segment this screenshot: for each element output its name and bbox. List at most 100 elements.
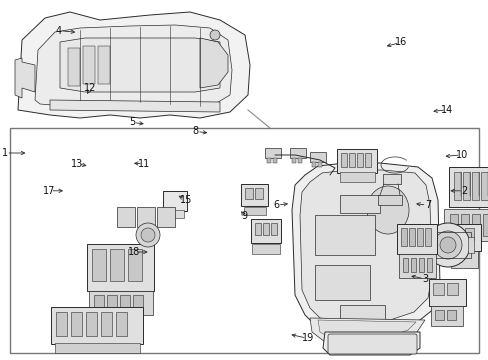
Bar — [291, 158, 295, 163]
Text: 3: 3 — [422, 274, 427, 284]
Bar — [120, 295, 130, 310]
Bar — [400, 228, 406, 246]
Bar — [339, 195, 379, 213]
Bar — [410, 258, 415, 272]
Bar — [480, 172, 487, 200]
FancyBboxPatch shape — [241, 184, 267, 206]
Bar — [339, 172, 374, 182]
Bar — [424, 228, 430, 246]
Polygon shape — [200, 38, 227, 88]
Bar — [297, 158, 302, 163]
Text: 5: 5 — [129, 117, 135, 127]
Circle shape — [136, 223, 160, 247]
Text: 14: 14 — [440, 105, 453, 115]
Bar — [446, 310, 455, 320]
Bar — [408, 228, 414, 246]
Polygon shape — [291, 163, 439, 330]
FancyBboxPatch shape — [327, 334, 416, 354]
Bar — [309, 152, 325, 162]
Bar — [244, 188, 252, 199]
FancyBboxPatch shape — [117, 207, 135, 227]
Text: 19: 19 — [301, 333, 314, 343]
FancyBboxPatch shape — [443, 209, 488, 241]
Bar — [314, 265, 369, 300]
Text: 10: 10 — [455, 150, 468, 160]
Bar — [116, 312, 127, 336]
FancyBboxPatch shape — [89, 291, 153, 315]
Bar — [471, 172, 478, 200]
Circle shape — [439, 237, 455, 253]
Bar — [270, 223, 276, 235]
Text: 2: 2 — [461, 186, 467, 196]
Text: 6: 6 — [273, 200, 279, 210]
Bar — [133, 295, 142, 310]
Bar — [251, 244, 280, 254]
Text: 12: 12 — [84, 83, 97, 93]
Text: 17: 17 — [42, 186, 55, 196]
FancyBboxPatch shape — [157, 207, 175, 227]
Bar — [55, 343, 140, 353]
Bar — [416, 228, 422, 246]
Text: 15: 15 — [179, 195, 192, 205]
Polygon shape — [60, 38, 220, 92]
Bar — [382, 174, 400, 184]
Bar — [453, 172, 460, 200]
FancyBboxPatch shape — [87, 244, 154, 291]
Bar — [266, 158, 270, 163]
Bar — [92, 249, 106, 281]
Bar — [348, 153, 354, 167]
Bar — [434, 310, 443, 320]
Bar — [432, 283, 443, 295]
Polygon shape — [299, 170, 431, 322]
Bar — [311, 162, 315, 167]
Bar — [314, 215, 374, 255]
Bar — [471, 214, 479, 236]
Bar — [464, 228, 473, 240]
Bar — [71, 312, 82, 336]
Text: 9: 9 — [241, 211, 247, 221]
Text: 1: 1 — [2, 148, 8, 158]
Polygon shape — [15, 58, 35, 98]
FancyBboxPatch shape — [336, 149, 376, 173]
FancyBboxPatch shape — [450, 251, 477, 268]
Bar — [402, 258, 407, 272]
Bar — [377, 195, 401, 205]
FancyBboxPatch shape — [430, 306, 462, 326]
Text: 7: 7 — [424, 200, 430, 210]
FancyBboxPatch shape — [448, 224, 480, 251]
Polygon shape — [317, 320, 415, 338]
Polygon shape — [35, 25, 231, 110]
Bar — [421, 237, 427, 253]
FancyBboxPatch shape — [398, 254, 435, 278]
FancyBboxPatch shape — [51, 307, 142, 344]
Text: 8: 8 — [192, 126, 198, 136]
Bar — [254, 188, 263, 199]
Bar — [83, 46, 95, 84]
Bar — [272, 158, 276, 163]
Bar — [424, 232, 470, 258]
Bar — [289, 148, 305, 158]
Circle shape — [433, 231, 461, 259]
Text: 4: 4 — [56, 26, 61, 36]
Bar — [254, 223, 261, 235]
Bar — [482, 214, 488, 236]
Polygon shape — [323, 332, 419, 355]
Bar — [426, 258, 431, 272]
Circle shape — [209, 30, 220, 40]
Bar — [460, 214, 468, 236]
Bar — [340, 153, 346, 167]
Circle shape — [425, 223, 469, 267]
Bar — [356, 153, 362, 167]
Polygon shape — [50, 100, 220, 112]
Bar — [467, 237, 473, 253]
Bar — [418, 258, 423, 272]
Bar — [94, 295, 104, 310]
Bar — [452, 228, 461, 240]
Polygon shape — [309, 318, 424, 342]
Bar — [128, 249, 142, 281]
Bar — [364, 153, 370, 167]
Bar — [56, 312, 67, 336]
FancyBboxPatch shape — [163, 191, 186, 211]
Bar — [449, 214, 457, 236]
FancyBboxPatch shape — [428, 279, 465, 306]
